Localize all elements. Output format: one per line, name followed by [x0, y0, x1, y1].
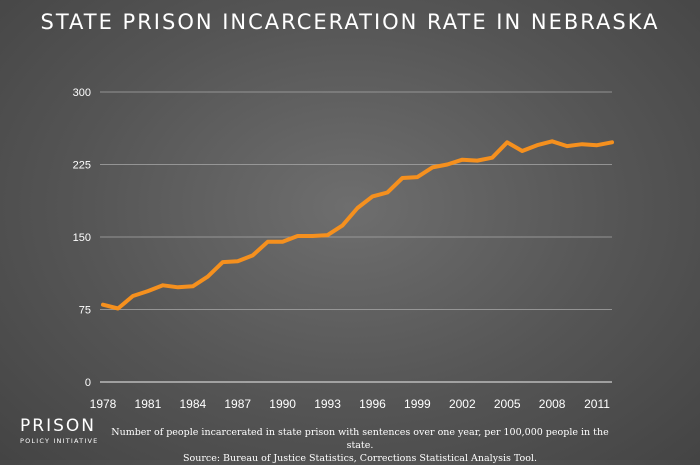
x-tick-label: 2011 [584, 397, 610, 411]
x-tick-label: 1978 [90, 397, 117, 411]
x-tick-label: 2005 [494, 397, 521, 411]
x-tick-label: 1999 [404, 397, 431, 411]
series-line-0 [101, 139, 614, 311]
footnote-description: Number of people incarcerated in state p… [111, 427, 609, 451]
footnote: Number of people incarcerated in state p… [100, 426, 620, 465]
series-group [101, 139, 614, 311]
x-tick-label: 2008 [539, 397, 566, 411]
y-tick-label: 225 [73, 160, 91, 172]
footnote-source: Source: Bureau of Justice Statistics, Co… [183, 453, 537, 464]
x-axis-ticks: 1978 1981 1984 1987 1990 1993 1996 1999 2002 2005… [90, 397, 611, 411]
logo-line1: PRISON [20, 416, 96, 436]
y-tick-label: 150 [73, 232, 91, 244]
chart-title: STATE PRISON INCARCERATION RATE IN NEBRA… [40, 10, 660, 34]
logo-line2: POLICY INITIATIVE [20, 437, 99, 445]
y-tick-label: 75 [79, 305, 91, 317]
y-tick-label: 300 [73, 87, 91, 99]
x-tick-label: 1990 [269, 397, 296, 411]
x-tick-label: 1984 [179, 397, 206, 411]
y-tick-label: 0 [85, 377, 91, 389]
gridlines [100, 91, 612, 383]
prison-policy-initiative-logo: PRISON POLICY INITIATIVE [20, 418, 98, 445]
x-tick-label: 1981 [135, 397, 162, 411]
x-tick-label: 2002 [449, 397, 476, 411]
x-tick-label: 1993 [314, 397, 341, 411]
y-axis-ticks: 0 75 150 225 300 [73, 87, 91, 389]
x-tick-label: 1987 [224, 397, 251, 411]
x-tick-label: 1996 [359, 397, 386, 411]
